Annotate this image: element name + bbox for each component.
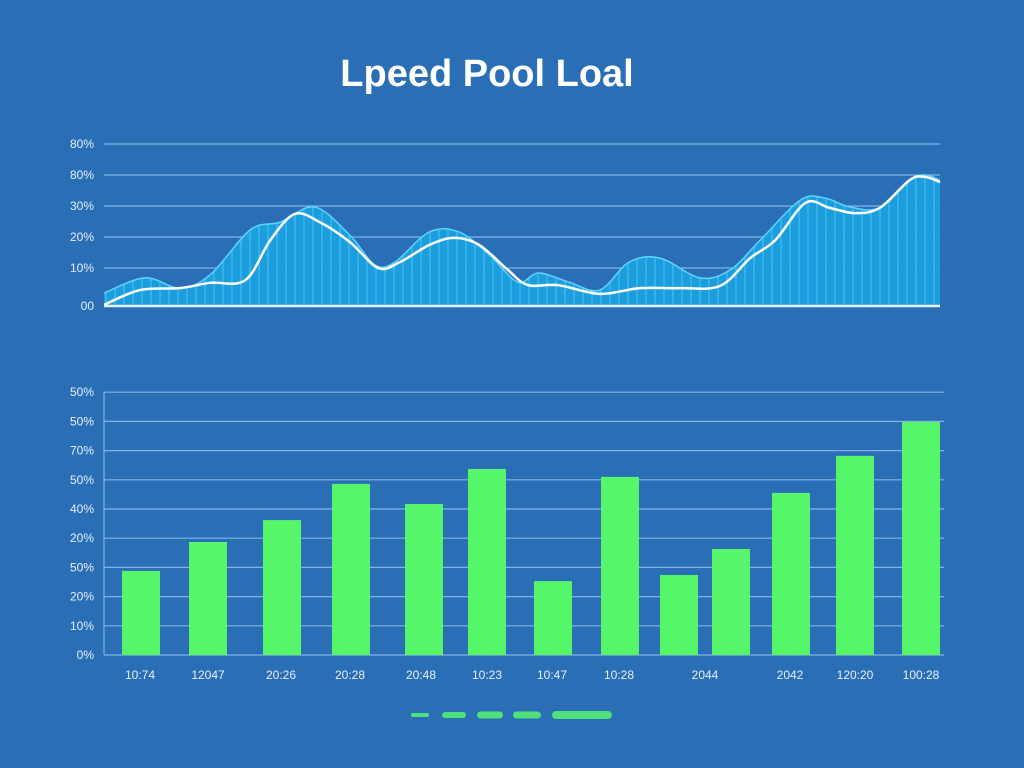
- x-tick-label: 20:26: [266, 668, 296, 682]
- bar: [601, 476, 639, 655]
- legend-swatch: [477, 711, 503, 719]
- legend-swatch: [411, 713, 429, 717]
- y-tick-label: 30%: [70, 199, 94, 213]
- x-tick-label: 120:20: [837, 668, 874, 682]
- y-tick-label: 20%: [70, 230, 94, 244]
- y-tick-label: 00: [81, 299, 95, 313]
- bar: [772, 492, 810, 655]
- y-tick-label: 50%: [70, 385, 94, 399]
- y-tick-label: 20%: [70, 590, 94, 604]
- x-tick-label: 10:28: [604, 668, 634, 682]
- x-tick-label: 2044: [692, 668, 719, 682]
- chart-title: Lpeed Pool Loal: [340, 53, 633, 95]
- area-outline: [103, 174, 941, 294]
- legend-swatch: [513, 711, 541, 719]
- y-tick-label: 10%: [70, 261, 94, 275]
- x-tick-label: 10:47: [537, 668, 567, 682]
- bar: [405, 504, 443, 655]
- x-tick-label: 100:28: [903, 668, 940, 682]
- bar: [263, 520, 301, 655]
- legend-swatch: [442, 712, 466, 718]
- y-tick-label: 0%: [77, 648, 95, 662]
- bar: [534, 581, 572, 655]
- x-tick-label: 20:28: [335, 668, 365, 682]
- y-tick-label: 50%: [70, 560, 94, 574]
- y-tick-label: 80%: [70, 137, 94, 151]
- bar: [836, 455, 874, 655]
- x-tick-label: 10:23: [472, 668, 502, 682]
- x-tick-label: 12047: [191, 668, 225, 682]
- x-tick-label: 2042: [777, 668, 804, 682]
- bar: [902, 421, 940, 655]
- bar: [712, 549, 750, 655]
- x-tick-label: 10:74: [125, 668, 155, 682]
- y-tick-label: 50%: [70, 473, 94, 487]
- y-tick-label: 10%: [70, 619, 94, 633]
- y-tick-label: 40%: [70, 502, 94, 516]
- top-chart: 00 10% 20% 30% 80% 80%: [70, 137, 941, 313]
- legend-swatch: [552, 711, 612, 719]
- legend: [411, 711, 612, 719]
- y-tick-label: 80%: [70, 168, 94, 182]
- bottom-chart: 0% 10% 20% 50% 20% 40% 50% 70% 50% 50% 10:74 12047 2…: [70, 385, 944, 682]
- bar: [189, 541, 227, 655]
- bar: [468, 468, 506, 655]
- y-tick-label: 70%: [70, 444, 94, 458]
- line-series: [103, 175, 941, 307]
- bar: [332, 483, 370, 655]
- x-tick-label: 20:48: [406, 668, 436, 682]
- bar: [122, 570, 160, 655]
- y-tick-label: 50%: [70, 414, 94, 428]
- area-series: [104, 174, 940, 306]
- y-tick-label: 20%: [70, 531, 94, 545]
- bar: [660, 574, 698, 655]
